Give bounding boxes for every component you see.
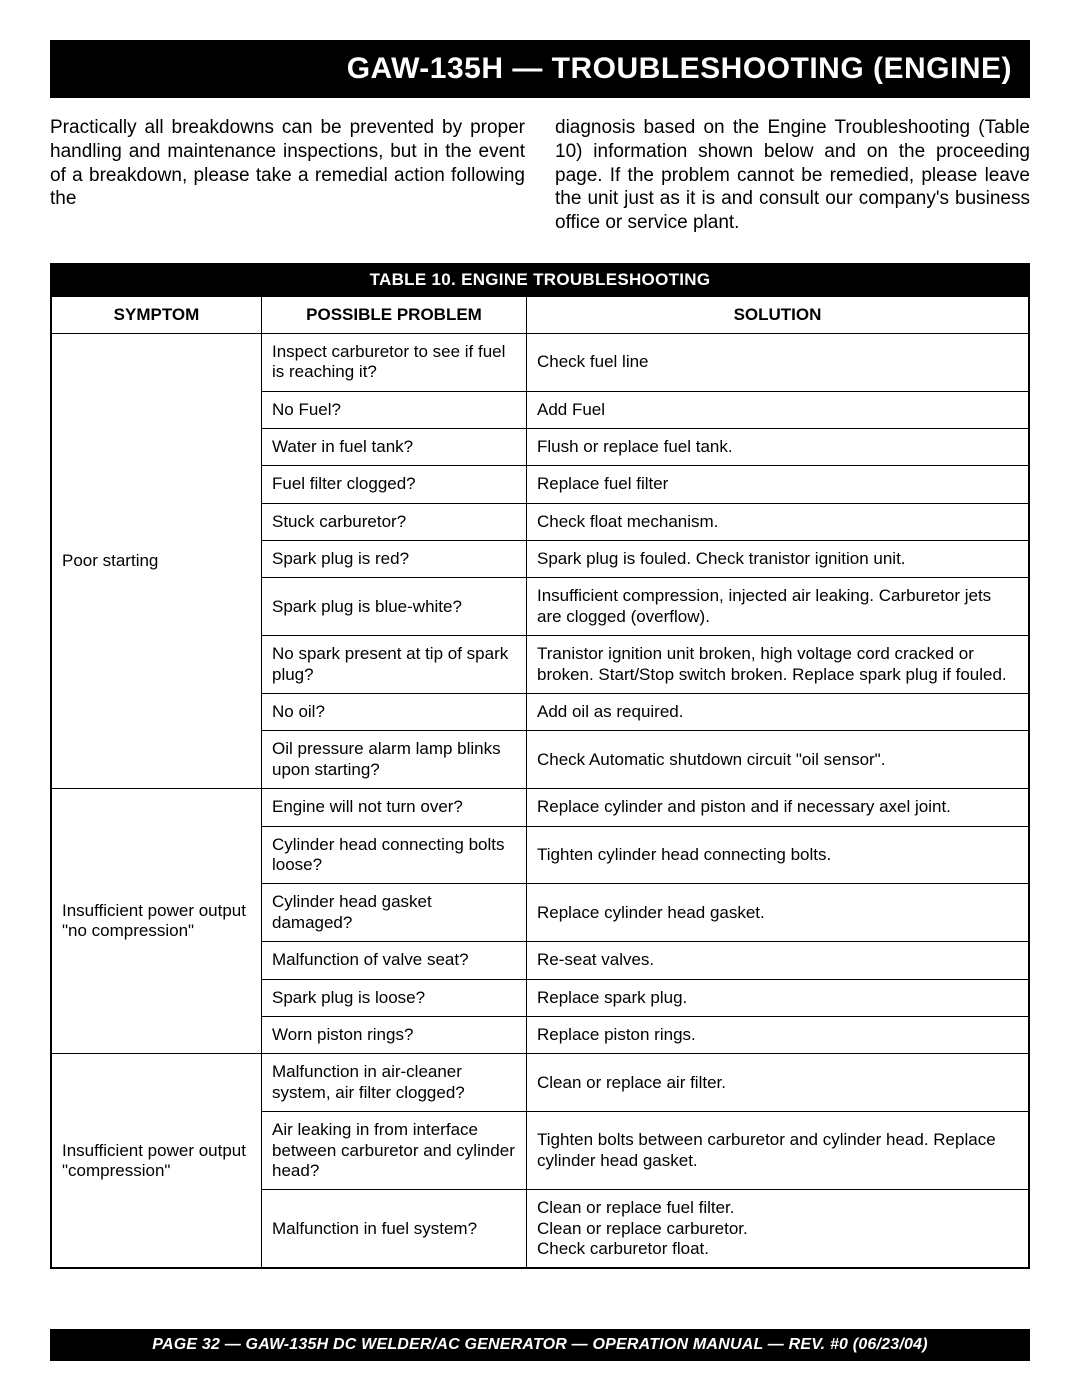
solution-cell: Check float mechanism.: [527, 503, 1029, 540]
troubleshooting-table-wrap: TABLE 10. ENGINE TROUBLESHOOTING SYMPTOM…: [50, 263, 1030, 1270]
solution-cell: Tighten cylinder head connecting bolts.: [527, 826, 1029, 884]
problem-cell: Spark plug is blue-white?: [262, 578, 527, 636]
table-body: Poor startingInspect carburetor to see i…: [52, 333, 1029, 1268]
problem-cell: Water in fuel tank?: [262, 428, 527, 465]
symptom-cell: Insufficient power output "no compressio…: [52, 789, 262, 1054]
page-footer-bar: PAGE 32 — GAW-135H DC WELDER/AC GENERATO…: [50, 1329, 1030, 1361]
table-row: Poor startingInspect carburetor to see i…: [52, 333, 1029, 391]
problem-cell: Fuel filter clogged?: [262, 466, 527, 503]
intro-right-column: diagnosis based on the Engine Troublesho…: [555, 116, 1030, 235]
table-row: Insufficient power output "compression"M…: [52, 1054, 1029, 1112]
problem-cell: Worn piston rings?: [262, 1016, 527, 1053]
solution-cell: Clean or replace air filter.: [527, 1054, 1029, 1112]
symptom-cell: Insufficient power output "compression": [52, 1054, 262, 1268]
solution-cell: Insufficient compression, injected air l…: [527, 578, 1029, 636]
problem-cell: Stuck carburetor?: [262, 503, 527, 540]
solution-cell: Add oil as required.: [527, 694, 1029, 731]
problem-cell: Cylinder head gasket damaged?: [262, 884, 527, 942]
problem-cell: No oil?: [262, 694, 527, 731]
table-header-row: SYMPTOM POSSIBLE PROBLEM SOLUTION: [52, 296, 1029, 333]
intro-left-column: Practically all breakdowns can be preven…: [50, 116, 525, 235]
problem-cell: Inspect carburetor to see if fuel is rea…: [262, 333, 527, 391]
solution-cell: Flush or replace fuel tank.: [527, 428, 1029, 465]
problem-cell: Oil pressure alarm lamp blinks upon star…: [262, 731, 527, 789]
problem-cell: Malfunction in fuel system?: [262, 1190, 527, 1268]
solution-cell: Tighten bolts between carburetor and cyl…: [527, 1112, 1029, 1190]
solution-cell: Clean or replace fuel filter. Clean or r…: [527, 1190, 1029, 1268]
problem-cell: Malfunction of valve seat?: [262, 942, 527, 979]
problem-cell: Engine will not turn over?: [262, 789, 527, 826]
page-footer-text: PAGE 32 — GAW-135H DC WELDER/AC GENERATO…: [152, 1336, 927, 1353]
intro-section: Practically all breakdowns can be preven…: [50, 116, 1030, 235]
solution-cell: Re-seat valves.: [527, 942, 1029, 979]
solution-cell: Replace spark plug.: [527, 979, 1029, 1016]
page-header-bar: GAW-135H — TROUBLESHOOTING (ENGINE): [50, 40, 1030, 98]
problem-cell: Spark plug is red?: [262, 541, 527, 578]
solution-cell: Replace fuel filter: [527, 466, 1029, 503]
problem-cell: No Fuel?: [262, 391, 527, 428]
problem-cell: No spark present at tip of spark plug?: [262, 636, 527, 694]
problem-cell: Cylinder head connecting bolts loose?: [262, 826, 527, 884]
troubleshooting-table: SYMPTOM POSSIBLE PROBLEM SOLUTION Poor s…: [51, 296, 1029, 1269]
solution-cell: Check fuel line: [527, 333, 1029, 391]
solution-cell: Add Fuel: [527, 391, 1029, 428]
solution-cell: Tranistor ignition unit broken, high vol…: [527, 636, 1029, 694]
page-header-title: GAW-135H — TROUBLESHOOTING (ENGINE): [347, 52, 1012, 85]
solution-cell: Replace cylinder head gasket.: [527, 884, 1029, 942]
solution-cell: Replace piston rings.: [527, 1016, 1029, 1053]
table-row: Insufficient power output "no compressio…: [52, 789, 1029, 826]
problem-cell: Spark plug is loose?: [262, 979, 527, 1016]
problem-cell: Air leaking in from interface between ca…: [262, 1112, 527, 1190]
col-header-problem: POSSIBLE PROBLEM: [262, 296, 527, 333]
solution-cell: Replace cylinder and piston and if neces…: [527, 789, 1029, 826]
solution-cell: Check Automatic shutdown circuit "oil se…: [527, 731, 1029, 789]
col-header-solution: SOLUTION: [527, 296, 1029, 333]
problem-cell: Malfunction in air-cleaner system, air f…: [262, 1054, 527, 1112]
solution-cell: Spark plug is fouled. Check tranistor ig…: [527, 541, 1029, 578]
table-title: TABLE 10. ENGINE TROUBLESHOOTING: [51, 264, 1029, 296]
symptom-cell: Poor starting: [52, 333, 262, 788]
col-header-symptom: SYMPTOM: [52, 296, 262, 333]
